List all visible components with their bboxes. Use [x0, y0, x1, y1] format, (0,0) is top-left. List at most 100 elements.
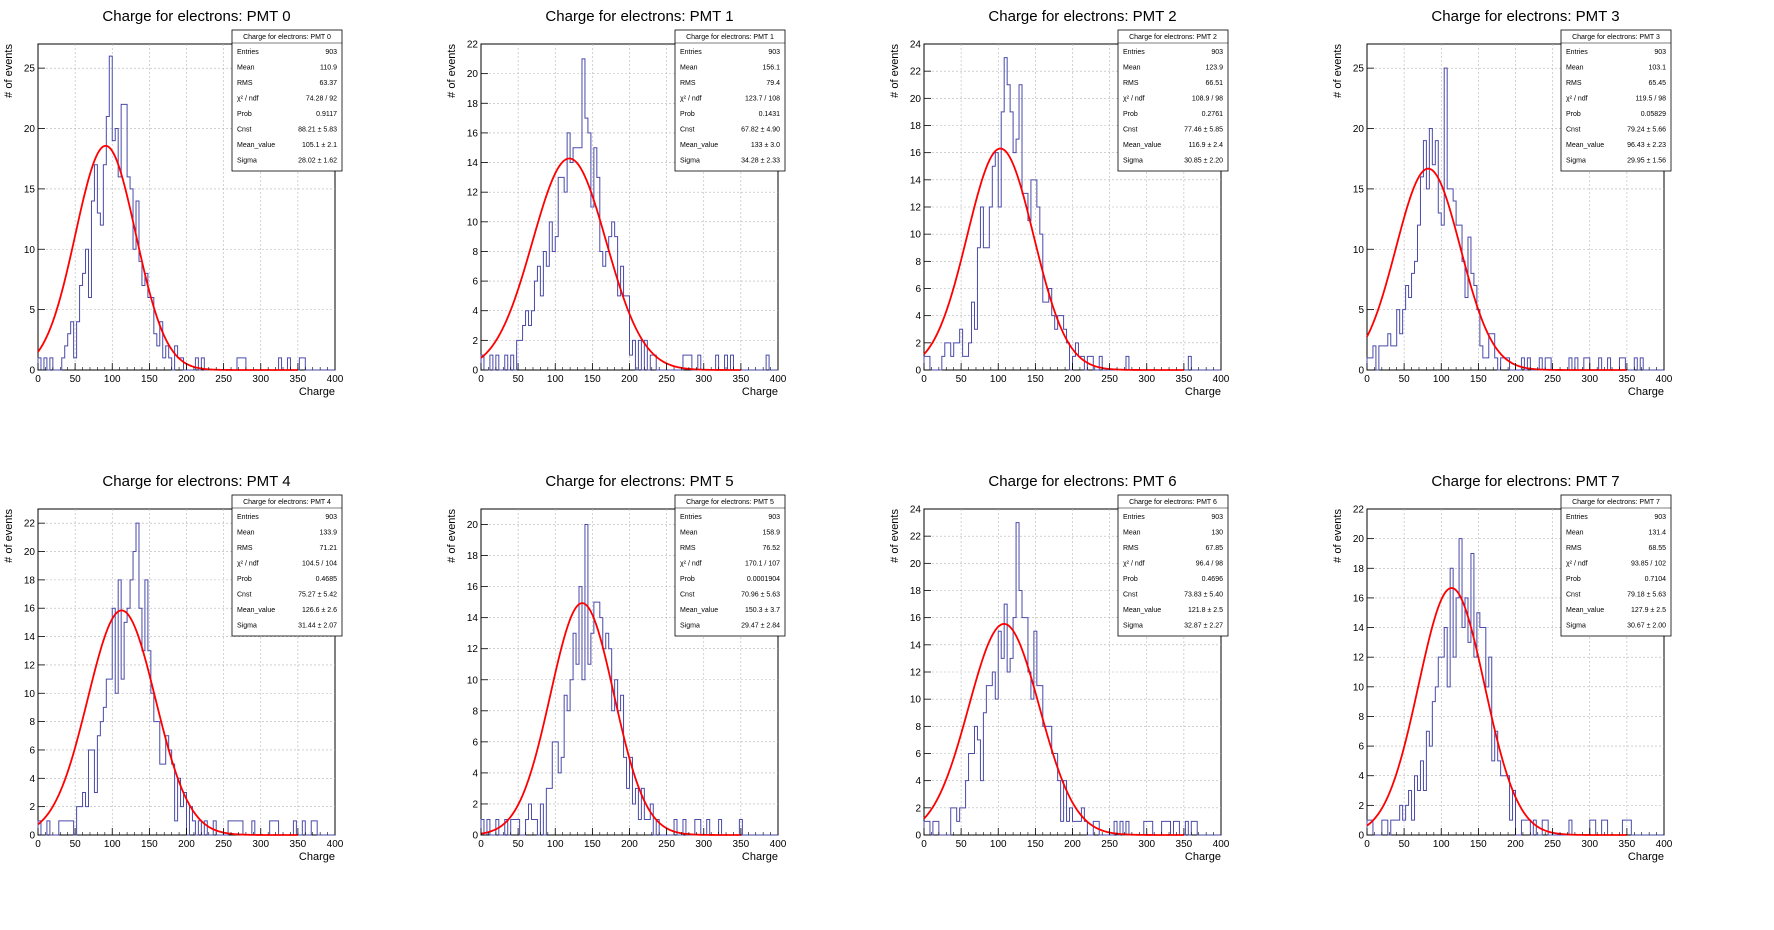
y-axis-label: # of events [3, 44, 15, 98]
stats-key: Entries [680, 49, 702, 56]
stats-key: Mean_value [1566, 607, 1604, 614]
x-tick-label: 150 [1027, 374, 1044, 385]
stats-value: 63.37 [319, 80, 337, 87]
stats-key: Mean_value [1566, 142, 1604, 149]
stats-key: RMS [237, 80, 253, 87]
stats-key: χ² / ndf [1123, 95, 1145, 102]
stats-key: χ² / ndf [680, 560, 702, 567]
y-tick-label: 4 [1358, 771, 1364, 782]
y-axis-label: # of events [3, 509, 15, 563]
stats-value: 0.1431 [759, 111, 781, 118]
y-tick-label: 6 [29, 745, 35, 756]
x-tick-label: 0 [478, 374, 484, 385]
pmt-panel-5: Charge for electrons: PMT 5 0 50 100 150 200 2… [443, 465, 886, 930]
x-tick-label: 150 [1470, 839, 1487, 850]
fit-curve [37, 144, 298, 371]
stats-title: Charge for electrons: PMT 0 [243, 34, 331, 41]
x-tick-label: 400 [770, 374, 787, 385]
stats-box [1560, 494, 1672, 637]
stats-value: 96.4 / 98 [1196, 560, 1223, 567]
stats-key: Mean [237, 529, 255, 536]
pmt-panel-4: Charge for electrons: PMT 4 0 50 100 150 200 2… [0, 465, 443, 930]
stats-value: 903 [325, 514, 337, 521]
stats-key: Sigma [1566, 622, 1586, 629]
pmt-panel-0: Charge for electrons: PMT 0 0 50 100 150 200 2… [0, 0, 443, 465]
y-tick-label: 22 [910, 67, 922, 78]
x-tick-label: 50 [956, 839, 968, 850]
stats-title: Charge for electrons: PMT 4 [243, 499, 331, 506]
stats-value: 903 [1654, 49, 1666, 56]
x-axis-label: Charge [1628, 386, 1664, 398]
fit-curve [923, 622, 1184, 836]
x-tick-label: 200 [1064, 374, 1081, 385]
stats-key: Entries [1123, 49, 1145, 56]
y-tick-label: 10 [910, 695, 922, 706]
y-tick-label: 2 [29, 802, 35, 813]
y-tick-label: 8 [472, 247, 478, 258]
stats-key: Cnst [1566, 591, 1580, 598]
x-tick-label: 350 [290, 839, 307, 850]
stats-value: 29.95 ± 1.56 [1627, 157, 1666, 164]
stats-value: 903 [768, 49, 780, 56]
y-tick-label: 8 [915, 722, 921, 733]
x-tick-label: 0 [921, 839, 927, 850]
x-tick-label: 400 [327, 839, 344, 850]
y-tick-label: 18 [467, 99, 479, 110]
x-tick-label: 50 [513, 374, 525, 385]
stats-key: Mean_value [680, 607, 718, 614]
pmt-chart-5: Charge for electrons: PMT 50 50 100 150 200 2… [446, 473, 787, 863]
y-tick-label: 15 [1353, 184, 1365, 195]
stats-value: 79.24 ± 5.66 [1627, 126, 1666, 133]
x-tick-label: 250 [1544, 839, 1561, 850]
x-tick-label: 0 [478, 839, 484, 850]
x-tick-label: 200 [1507, 374, 1524, 385]
x-tick-label: 400 [327, 374, 344, 385]
pmt-chart-3: Charge for electrons: PMT 30 50 100 150 200 2… [1332, 8, 1673, 398]
x-tick-label: 0 [35, 374, 41, 385]
y-tick-label: 0 [915, 366, 921, 377]
y-tick-label: 6 [1358, 742, 1364, 753]
stats-key: Cnst [680, 591, 694, 598]
pmt-panel-3: Charge for electrons: PMT 3 0 50 100 150 200 2… [1329, 0, 1772, 465]
x-tick-label: 200 [178, 374, 195, 385]
x-axis-label: Charge [299, 851, 335, 863]
y-tick-label: 20 [24, 124, 36, 135]
stats-value: 67.85 [1205, 545, 1223, 552]
y-tick-label: 0 [29, 831, 35, 842]
pmt-chart-6: Charge for electrons: PMT 60 50 100 150 200 2… [889, 473, 1230, 863]
x-tick-label: 400 [1213, 839, 1230, 850]
stats-value: 103.1 [1648, 64, 1666, 71]
stats-value: 0.0001904 [747, 576, 780, 583]
chart-title: Charge for electrons: PMT 6 [988, 473, 1176, 490]
x-tick-label: 50 [513, 839, 525, 850]
y-tick-label: 20 [467, 69, 479, 80]
pmt-chart-0: Charge for electrons: PMT 00 50 100 150 200 2… [3, 8, 344, 398]
x-tick-label: 100 [1433, 374, 1450, 385]
y-tick-label: 25 [1353, 64, 1365, 75]
x-tick-label: 50 [70, 374, 82, 385]
x-tick-label: 150 [584, 839, 601, 850]
stats-value: 116.9 ± 2.4 [1189, 142, 1224, 149]
stats-value: 133 ± 3.0 [751, 142, 780, 149]
stats-value: 130 [1211, 529, 1223, 536]
stats-key: RMS [1566, 80, 1582, 87]
y-tick-label: 24 [910, 40, 922, 51]
stats-key: Cnst [1123, 126, 1137, 133]
chart-title: Charge for electrons: PMT 5 [545, 473, 733, 490]
stats-value: 34.28 ± 2.33 [741, 157, 780, 164]
y-tick-label: 6 [915, 749, 921, 760]
stats-key: Cnst [1566, 126, 1580, 133]
y-tick-label: 8 [29, 717, 35, 728]
x-axis-label: Charge [1185, 386, 1221, 398]
chart-title: Charge for electrons: PMT 4 [102, 473, 290, 490]
stats-key: χ² / ndf [1123, 560, 1145, 567]
stats-key: Mean [1123, 529, 1141, 536]
y-tick-label: 10 [910, 230, 922, 241]
stats-key: Mean_value [680, 142, 718, 149]
y-tick-label: 5 [1358, 305, 1364, 316]
stats-value: 127.9 ± 2.5 [1631, 607, 1666, 614]
stats-value: 0.7104 [1645, 576, 1667, 583]
stats-value: 126.6 ± 2.6 [302, 607, 337, 614]
stats-key: χ² / ndf [237, 95, 259, 102]
